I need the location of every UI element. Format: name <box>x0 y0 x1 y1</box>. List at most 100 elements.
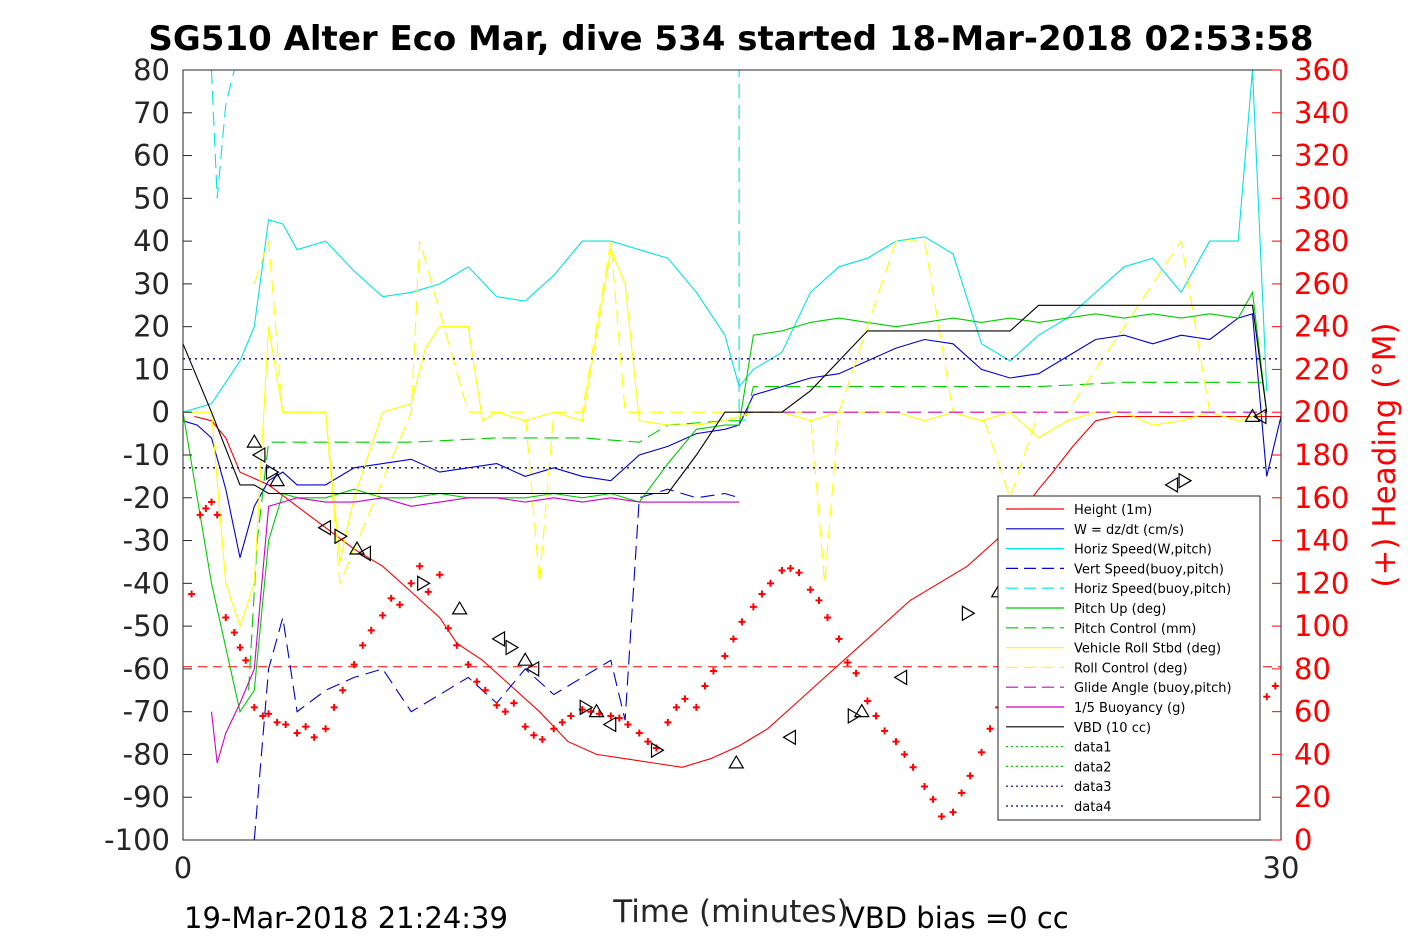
triangle-marker <box>782 729 797 746</box>
heading-point <box>1271 682 1279 690</box>
triangle-marker <box>317 519 332 536</box>
heading-point <box>709 667 717 675</box>
heading-point <box>607 712 615 720</box>
legend-label: Pitch Control (mm) <box>1074 622 1196 637</box>
heading-point <box>806 586 814 594</box>
heading-point <box>396 601 404 609</box>
right-tick-label: 100 <box>1294 609 1349 643</box>
triangle-marker <box>602 716 617 733</box>
triangle-marker <box>491 630 506 647</box>
x-tick-label: 0 <box>174 851 192 885</box>
heading-point <box>786 564 794 572</box>
legend-label: data4 <box>1074 800 1112 815</box>
heading-point <box>350 661 358 669</box>
heading-point <box>844 658 852 666</box>
triangle-marker <box>348 540 366 555</box>
heading-point <box>1263 693 1271 701</box>
heading-point <box>310 733 318 741</box>
triangle-marker <box>961 605 976 622</box>
triangle-marker <box>269 472 286 487</box>
heading-point <box>250 703 258 711</box>
heading-point <box>852 669 860 677</box>
heading-point <box>501 708 509 716</box>
heading-point <box>966 772 974 780</box>
heading-point <box>208 498 216 506</box>
legend-label: Vert Speed(buoy,pitch) <box>1074 562 1224 577</box>
legend-label: Glide Angle (buoy,pitch) <box>1074 681 1232 696</box>
heading-point <box>293 729 301 737</box>
legend-label: 1/5 Buoyancy (g) <box>1074 701 1185 716</box>
left-tick-label: 50 <box>133 181 170 215</box>
triangle-marker <box>1252 408 1267 425</box>
left-tick-label: -60 <box>123 652 170 686</box>
triangle-marker <box>517 652 534 666</box>
right-y-axis-label: (+) Heading (°M) <box>1367 322 1403 587</box>
heading-point <box>196 511 204 519</box>
heading-point <box>909 763 917 771</box>
legend-label: Roll Control (deg) <box>1074 661 1188 676</box>
chart-title: SG510 Alter Eco Mar, dive 534 started 18… <box>148 19 1313 59</box>
left-tick-label: 40 <box>133 224 170 258</box>
series-line-11 <box>182 304 1268 495</box>
series-line-10 <box>210 497 740 764</box>
left-tick-label: -90 <box>123 780 170 814</box>
right-tick-label: 340 <box>1294 96 1349 130</box>
heading-point <box>273 718 281 726</box>
right-tick-label: 300 <box>1294 181 1349 215</box>
heading-point <box>538 735 546 743</box>
series-line-1 <box>182 313 1282 558</box>
legend-label: Pitch Up (deg) <box>1074 602 1166 617</box>
legend-label: data1 <box>1074 741 1112 756</box>
heading-point <box>387 594 395 602</box>
heading-point <box>202 504 210 512</box>
heading-point <box>330 703 338 711</box>
heading-point <box>872 712 880 720</box>
triangle-marker <box>265 464 280 481</box>
triangle-marker <box>357 545 371 562</box>
legend-label: data2 <box>1074 760 1112 775</box>
triangle-marker <box>451 600 468 615</box>
heading-point <box>339 686 347 694</box>
left-tick-label: -80 <box>123 737 170 771</box>
heading-point <box>949 808 957 816</box>
legend-label: W = dz/dt (cm/s) <box>1074 523 1184 538</box>
heading-point <box>738 618 746 626</box>
heading-point <box>958 789 966 797</box>
triangle-marker <box>579 699 594 716</box>
left-tick-label: 60 <box>133 139 170 173</box>
heading-point <box>795 569 803 577</box>
right-tick-label: 0 <box>1294 823 1312 857</box>
heading-point <box>416 562 424 570</box>
right-y-axis: 3603403203002802602402202001801601401201… <box>1272 53 1349 857</box>
triangle-marker <box>505 639 520 656</box>
x-tick-label: 30 <box>1263 851 1300 885</box>
heading-point <box>530 731 538 739</box>
left-tick-label: 80 <box>133 53 170 87</box>
right-tick-label: 200 <box>1294 395 1349 429</box>
right-tick-label: 360 <box>1294 53 1349 87</box>
series-line-7 <box>183 247 1267 628</box>
heading-point <box>359 641 367 649</box>
heading-point <box>758 590 766 598</box>
legend-label: VBD (10 cc) <box>1074 721 1151 736</box>
heading-point <box>863 697 871 705</box>
heading-point <box>367 626 375 634</box>
heading-point <box>929 795 937 803</box>
series-line-6 <box>248 381 1267 691</box>
triangle-marker <box>246 434 263 448</box>
heading-point <box>835 635 843 643</box>
left-tick-label: -70 <box>123 695 170 729</box>
triangle-marker <box>334 528 349 545</box>
heading-point <box>749 603 757 611</box>
heading-point <box>259 712 267 720</box>
heading-point <box>921 783 929 791</box>
heading-point <box>729 635 737 643</box>
left-tick-label: 10 <box>133 352 170 386</box>
heading-point <box>510 699 518 707</box>
triangle-marker <box>853 703 870 718</box>
heading-point <box>550 725 558 733</box>
left-tick-label: -100 <box>104 823 170 857</box>
left-tick-label: -50 <box>123 609 170 643</box>
series-line-5 <box>182 290 1268 714</box>
